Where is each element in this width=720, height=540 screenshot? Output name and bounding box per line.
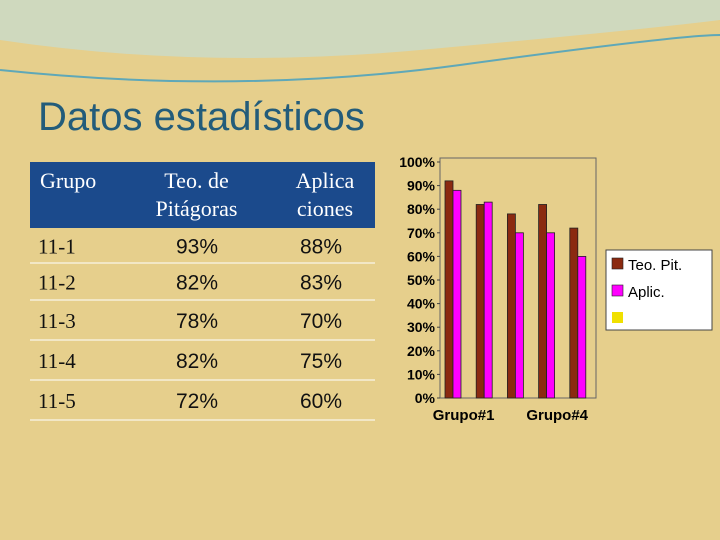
bar [569, 227, 579, 399]
bar [475, 204, 485, 399]
x-tick-label: Grupo#1 [433, 407, 495, 424]
bar [483, 201, 493, 399]
table-cell: 72% [176, 390, 218, 413]
table-cell: 11-3 [38, 309, 76, 333]
table-cell: 11-5 [38, 389, 76, 413]
bar [452, 189, 462, 399]
slide-title: Datos estadísticos [38, 95, 365, 139]
bar [506, 213, 516, 399]
y-tick-label: 80% [407, 201, 436, 217]
y-tick-label: 100% [399, 154, 435, 170]
table-cell: 82% [176, 272, 218, 295]
y-tick-label: 90% [407, 178, 436, 194]
table-cell: 93% [176, 236, 218, 259]
table-header-cell: Pitágoras [156, 196, 238, 221]
y-tick-label: 70% [407, 225, 436, 241]
y-tick-label: 0% [415, 390, 436, 406]
table-header-cell: Aplica [296, 168, 355, 193]
legend-swatch [611, 257, 624, 270]
table-cell: 60% [300, 390, 342, 413]
table-cell: 78% [176, 310, 218, 333]
table-cell: 83% [300, 272, 342, 295]
bar [538, 204, 547, 399]
table-header-cell: ciones [297, 196, 353, 221]
table-cell: 82% [176, 350, 218, 373]
legend-swatch [611, 284, 624, 297]
table-header-cell: Teo. de [164, 168, 228, 193]
table-header-bg [30, 162, 375, 228]
legend [605, 249, 713, 331]
table-header-cell: Grupo [40, 168, 96, 193]
bar [444, 180, 454, 399]
wave-decoration [0, 0, 720, 58]
y-tick-label: 20% [407, 343, 436, 359]
y-tick-label: 30% [407, 319, 436, 335]
table-cell: 88% [300, 236, 342, 259]
x-tick-label: Grupo#4 [526, 407, 588, 424]
y-tick-label: 40% [407, 296, 436, 312]
y-tick-label: 50% [407, 272, 436, 288]
bar [577, 255, 587, 399]
bar [546, 232, 555, 399]
table-cell: 70% [300, 310, 342, 333]
table-cell: 11-2 [38, 271, 76, 295]
legend-label: Teo. Pit. [628, 257, 682, 274]
y-tick-label: 10% [407, 366, 436, 382]
legend-swatch [612, 312, 623, 323]
table-cell: 11-4 [38, 349, 76, 373]
table-cell: 11-1 [38, 235, 76, 259]
wave-line [0, 34, 720, 83]
bar [515, 232, 524, 399]
legend-label: Aplic. [628, 284, 665, 301]
table-cell: 75% [300, 350, 342, 373]
y-tick-label: 60% [407, 248, 436, 264]
